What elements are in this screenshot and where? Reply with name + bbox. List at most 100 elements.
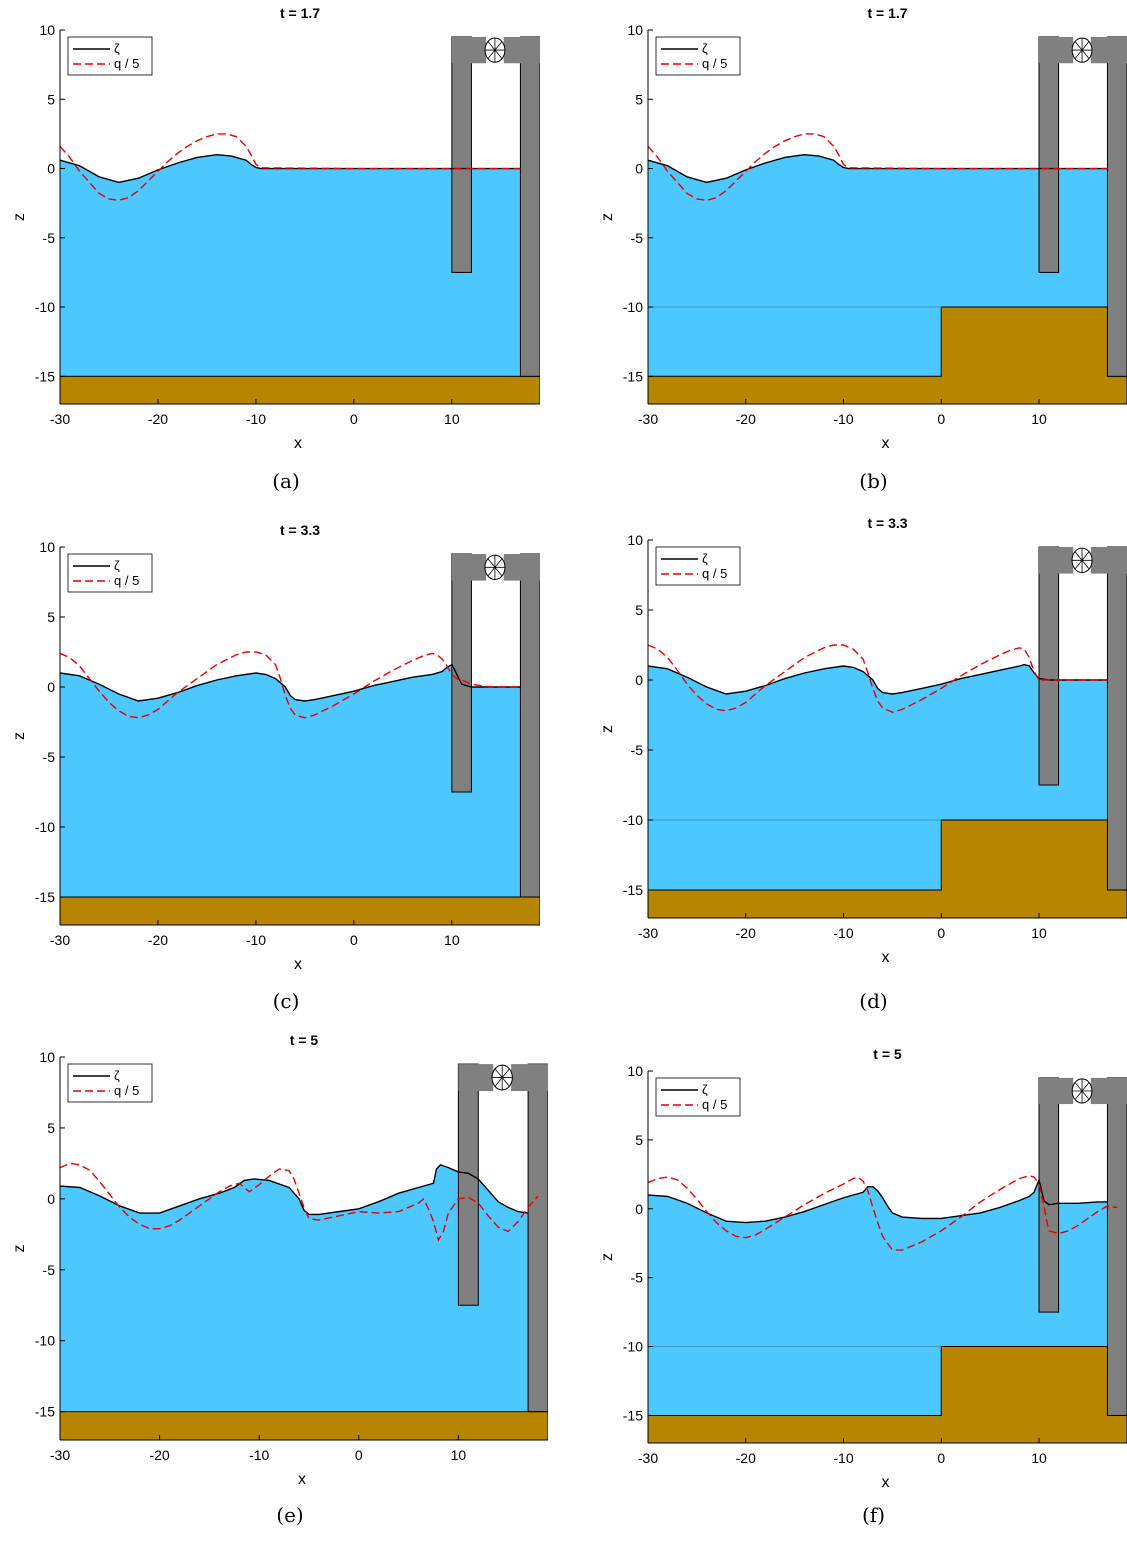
y-tick-label: 10 <box>39 22 55 38</box>
owc-front-wall <box>1038 546 1060 786</box>
y-tick-label: -10 <box>35 1333 55 1349</box>
legend-entry: q / 5 <box>114 1083 139 1098</box>
y-tick-label: -5 <box>631 230 644 246</box>
owc-back-wall <box>1106 546 1127 891</box>
panel-b: -30 -20 -10 0 10 10 5 0 -5 -10 -15 x z t = 1.7 ζq / 5 (… <box>599 5 1127 493</box>
legend-box <box>655 36 741 76</box>
legend-entry: ζ <box>702 41 708 56</box>
y-tick-label: -15 <box>623 882 643 898</box>
seabed <box>60 375 540 404</box>
y-tick-label: -10 <box>623 1339 643 1355</box>
x-tick-label: -10 <box>246 932 266 948</box>
chart-title: t = 5 <box>290 1032 319 1048</box>
chart-title: t = 1.7 <box>867 5 907 21</box>
plot-area <box>60 1063 548 1440</box>
chart-title: t = 5 <box>873 1046 902 1062</box>
x-tick-label: -20 <box>736 925 756 941</box>
owc-roof-left <box>451 554 487 581</box>
x-tick-label: -30 <box>50 1447 70 1463</box>
y-tick-label: 10 <box>39 1049 55 1065</box>
x-tick-label: -30 <box>50 411 70 427</box>
y-tick-label: -10 <box>35 299 55 315</box>
x-tick-label: -10 <box>249 1447 269 1463</box>
owc-roof-left <box>451 36 487 64</box>
panel-c: -30 -20 -10 0 10 10 5 0 -5 -10 -15 x z t = 3.3 ζq / 5 (… <box>11 522 540 1013</box>
owc-front-wall <box>451 36 472 273</box>
x-tick-label: -10 <box>833 411 853 427</box>
x-tick-label: 0 <box>937 1450 945 1466</box>
y-tick-label: -15 <box>623 1407 643 1423</box>
chart-title: t = 1.7 <box>280 5 320 21</box>
owc-back-wall <box>1106 36 1127 377</box>
y-tick-label: -15 <box>35 368 55 384</box>
owc-roof-left <box>1039 36 1074 64</box>
y-tick-label: -5 <box>43 749 56 765</box>
legend-box <box>67 553 153 593</box>
panel-f: -30 -20 -10 0 10 10 5 0 -5 -10 -15 x z t = 5 ζq / 5 (f) <box>599 1046 1127 1527</box>
water-region <box>60 664 521 925</box>
legend-entry: ζ <box>702 1082 708 1097</box>
x-tick-label: -20 <box>149 1447 169 1463</box>
y-tick-label: 0 <box>635 161 643 177</box>
x-axis-label: x <box>294 956 302 973</box>
x-axis-label: x <box>298 1471 306 1488</box>
series-line-zeta <box>60 1163 529 1216</box>
y-tick-label: 10 <box>627 1063 643 1079</box>
y-tick-label: -10 <box>623 812 643 828</box>
y-tick-label: -5 <box>43 230 56 246</box>
owc-roof-right <box>1090 36 1127 64</box>
y-tick-label: -15 <box>35 1404 55 1420</box>
y-tick-label: 5 <box>635 1132 643 1148</box>
legend-entry: ζ <box>702 551 708 566</box>
y-tick-label: 5 <box>47 91 55 107</box>
panel-caption: (c) <box>273 989 300 1013</box>
x-tick-label: 0 <box>355 1447 363 1463</box>
series-line-q5 <box>648 133 1108 202</box>
y-tick-label: -5 <box>631 1270 644 1286</box>
owc-roof-right <box>503 36 540 64</box>
x-tick-label: 0 <box>350 932 358 948</box>
y-tick-label: 0 <box>635 1201 643 1217</box>
y-tick-label: 10 <box>627 532 643 548</box>
panel-caption: (a) <box>272 469 300 493</box>
x-tick-label: -30 <box>638 411 658 427</box>
x-tick-label: 10 <box>444 932 460 948</box>
x-tick-label: -30 <box>50 932 70 948</box>
x-tick-label: 0 <box>350 411 358 427</box>
legend: ζq / 5 <box>655 546 741 586</box>
legend-entry: q / 5 <box>702 566 727 581</box>
owc-back-wall <box>527 1063 548 1413</box>
series-line-q5 <box>60 133 521 202</box>
legend-entry: ζ <box>114 1068 120 1083</box>
series-line-zeta <box>648 663 1108 695</box>
legend-box <box>67 36 153 76</box>
owc-back-wall <box>519 553 540 898</box>
turbine-icon <box>1071 37 1093 63</box>
legend: ζq / 5 <box>67 36 153 76</box>
x-tick-label: 0 <box>937 411 945 427</box>
legend-box <box>655 546 741 586</box>
owc-roof-left <box>1039 1077 1074 1105</box>
y-tick-label: 5 <box>635 91 643 107</box>
x-axis-label: x <box>294 435 302 452</box>
legend: ζq / 5 <box>67 1063 153 1103</box>
turbine-icon <box>484 554 506 581</box>
chart-title: t = 3.3 <box>280 522 320 538</box>
x-axis-label: x <box>882 435 890 452</box>
y-tick-label: -5 <box>631 742 644 758</box>
y-tick-label: 5 <box>635 602 643 618</box>
owc-back-wall <box>519 36 540 377</box>
x-tick-label: 10 <box>1031 411 1047 427</box>
turbine-icon <box>484 37 506 63</box>
owc-roof-right <box>1090 1077 1127 1105</box>
x-tick-label: -20 <box>736 411 756 427</box>
y-tick-label: 0 <box>47 1191 55 1207</box>
seabed <box>60 896 540 925</box>
y-axis-label: z <box>599 1253 616 1261</box>
y-tick-label: -10 <box>35 819 55 835</box>
y-tick-label: -15 <box>623 368 643 384</box>
legend-entry: q / 5 <box>114 56 139 71</box>
legend-entry: q / 5 <box>702 56 727 71</box>
owc-roof-left <box>458 1064 494 1092</box>
y-tick-label: -15 <box>35 889 55 905</box>
